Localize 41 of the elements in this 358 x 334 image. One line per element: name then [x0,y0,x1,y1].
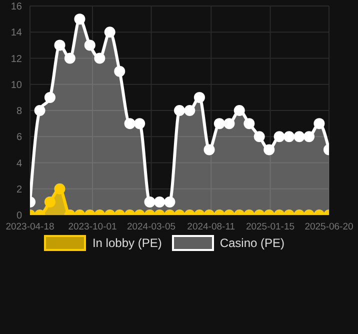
y-tick-label: 12 [10,54,22,65]
point [294,131,305,142]
point [274,131,285,142]
point [234,105,245,116]
point [94,52,106,64]
y-tick-label: 14 [10,28,22,39]
y-tick-label: 10 [10,80,22,91]
point [244,118,255,130]
x-tick-label: 2024-03-05 [126,222,176,233]
point [174,105,185,116]
legend-label: Casino (PE) [220,236,285,250]
point [204,144,215,156]
point [54,40,66,51]
point [64,52,76,64]
x-tick-label: 2025-01-15 [246,222,295,233]
point [284,131,295,142]
y-tick-label: 0 [16,210,22,222]
point [114,66,126,77]
point [314,118,325,130]
x-tick-label: 2023-04-18 [6,222,54,233]
point [304,131,315,142]
point [224,118,235,130]
point [214,118,225,130]
point [264,144,275,156]
point [124,118,136,130]
point [84,40,96,51]
point [34,105,46,116]
point [194,92,205,103]
point [134,118,146,130]
point [44,92,56,103]
point [184,105,196,116]
x-tick-label: 2024-08-11 [187,222,236,233]
y-tick-label: 2 [16,184,22,196]
y-tick-label: 16 [10,2,22,13]
x-tick-label: 2023-10-01 [68,222,117,233]
legend-label: In lobby (PE) [92,236,162,250]
y-tick-label: 6 [16,132,22,144]
x-tick-label: 2025-06-20 [304,222,354,233]
y-tick-label: 8 [16,106,22,118]
point [254,131,265,142]
y-tick-label: 4 [16,158,22,170]
